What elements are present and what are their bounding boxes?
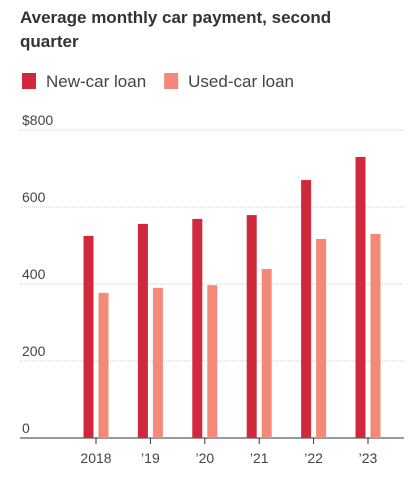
chart-title: Average monthly car payment, second quar… (20, 8, 332, 51)
bar (192, 218, 203, 438)
x-tick-label: 2018 (80, 450, 111, 466)
bar (137, 223, 148, 438)
bar (370, 233, 381, 438)
bar (301, 180, 312, 439)
y-tick-label: 200 (22, 343, 46, 359)
bar (207, 285, 218, 438)
bar (316, 238, 327, 438)
x-tick-label: ’21 (250, 450, 269, 466)
bar (246, 215, 257, 438)
legend-swatch (22, 73, 36, 89)
legend-label: New-car loan (46, 72, 146, 91)
x-tick-label: ’23 (359, 450, 378, 466)
x-tick-label: ’22 (304, 450, 323, 466)
bar (98, 292, 109, 438)
bar (355, 156, 366, 438)
bar (152, 287, 163, 438)
y-tick-label: $800 (22, 112, 53, 128)
legend-swatch (164, 73, 179, 89)
bar (261, 268, 272, 438)
x-tick-label: ’20 (195, 450, 214, 466)
y-tick-label: 600 (22, 189, 46, 205)
y-tick-label: 0 (22, 420, 30, 436)
x-tick-label: ’19 (141, 450, 160, 466)
y-tick-label: 400 (22, 266, 46, 282)
legend-label: Used-car loan (188, 72, 294, 91)
bar (83, 235, 94, 438)
